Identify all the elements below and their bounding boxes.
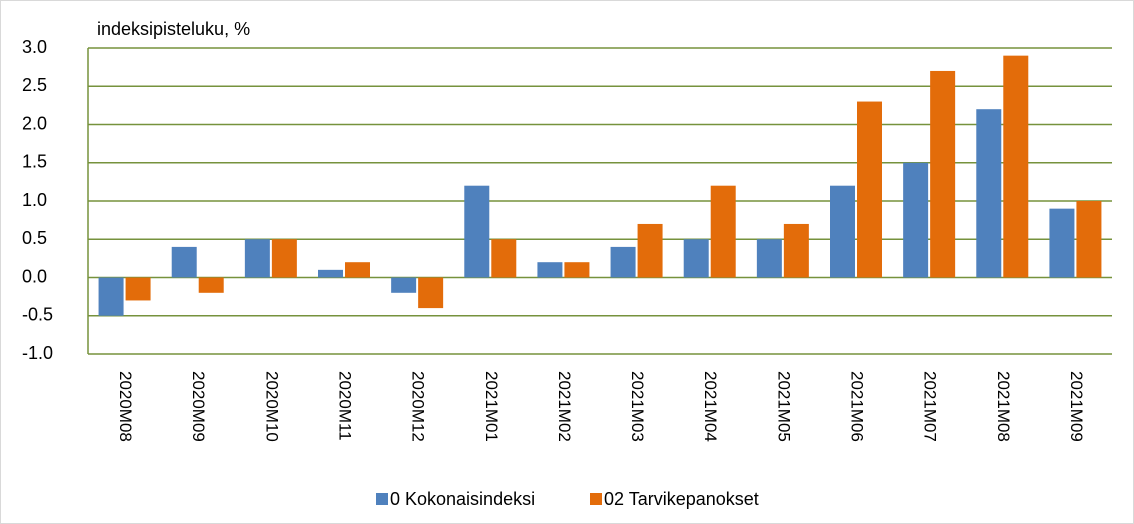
x-tick-label: 2021M03	[628, 371, 647, 442]
bar	[198, 277, 224, 293]
legend-label: 0 Kokonaisindeksi	[390, 489, 535, 509]
y-tick-label: 1.0	[22, 190, 47, 210]
x-tick-label: 2021M06	[848, 371, 867, 442]
bar	[1003, 55, 1029, 278]
y-axis-label: indeksipisteluku, %	[97, 19, 250, 39]
x-tick-label: 2021M02	[555, 371, 574, 442]
bar	[857, 101, 882, 278]
bar	[637, 223, 663, 278]
y-tick-label: 1.5	[22, 152, 47, 172]
bar	[125, 277, 151, 301]
bar	[418, 277, 444, 309]
bar	[171, 246, 197, 278]
y-tick-label: 0.5	[22, 228, 47, 248]
bar	[491, 239, 517, 278]
x-tick-label: 2021M07	[921, 371, 940, 442]
y-tick-label: -1.0	[22, 343, 53, 363]
y-tick-label: 2.0	[22, 113, 47, 133]
y-tick-label: 3.0	[22, 37, 47, 57]
y-tick-label: 0.0	[22, 266, 47, 286]
x-tick-label: 2020M11	[336, 371, 355, 441]
bar	[537, 262, 563, 278]
x-tick-label: 2021M09	[1067, 371, 1086, 442]
bar	[271, 239, 297, 278]
x-tick-label: 2020M09	[189, 371, 208, 442]
bar	[783, 223, 809, 278]
bar	[464, 185, 490, 278]
bar	[976, 109, 1002, 278]
bar	[98, 277, 124, 316]
bar	[903, 162, 929, 278]
legend-swatch	[376, 493, 388, 505]
bar	[564, 262, 590, 278]
x-tick-label: 2020M10	[262, 371, 281, 442]
legend-label: 02 Tarvikepanokset	[604, 489, 759, 509]
y-tick-label: -0.5	[22, 305, 53, 325]
x-tick-label: 2020M12	[409, 371, 428, 442]
bar	[244, 239, 270, 278]
bar	[318, 269, 343, 278]
x-tick-label: 2021M05	[774, 371, 793, 442]
bar	[930, 70, 956, 278]
legend-swatch	[590, 493, 602, 505]
x-tick-label: 2020M08	[116, 371, 135, 442]
bar	[610, 246, 636, 278]
bar	[830, 185, 855, 278]
bar	[756, 239, 782, 278]
bar	[391, 277, 417, 293]
x-tick-label: 2021M08	[994, 371, 1013, 442]
bar	[683, 239, 709, 278]
y-tick-label: 2.5	[22, 75, 47, 95]
x-tick-label: 2021M01	[482, 371, 501, 442]
bar	[345, 262, 370, 278]
bar	[1049, 208, 1075, 278]
x-tick-label: 2021M04	[701, 371, 720, 442]
bar	[710, 185, 736, 278]
bar	[1076, 201, 1102, 278]
